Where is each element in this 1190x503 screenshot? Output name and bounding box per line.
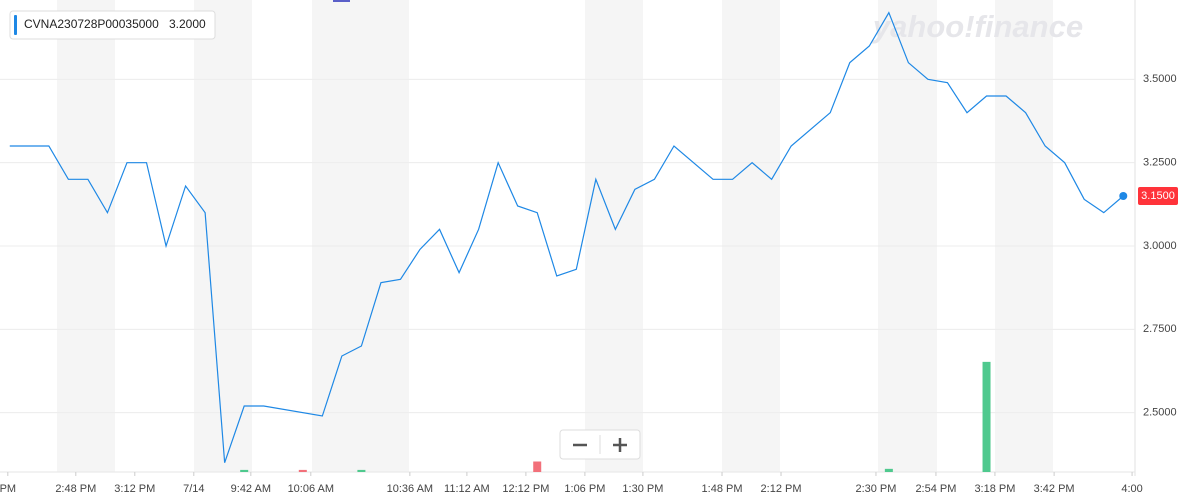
session-band [194, 0, 252, 472]
session-band [312, 0, 409, 472]
x-tick-label: 1:30 PM [622, 483, 663, 495]
y-tick-label: 3.5000 [1143, 73, 1177, 85]
price-line [9, 11, 1124, 463]
x-tick-label: 10:06 AM [288, 483, 334, 495]
legend-box [9, 10, 216, 40]
volume-bar [357, 469, 366, 472]
last-price-label: 3.1500 [1141, 190, 1175, 202]
top-marker [333, 0, 350, 2]
x-tick-label: PM [0, 483, 16, 495]
x-tick-label: 10:36 AM [387, 483, 433, 495]
x-tick-label: 1:48 PM [702, 483, 743, 495]
y-tick-label: 2.5000 [1143, 407, 1177, 419]
watermark: yahoo!finance [871, 9, 1083, 44]
volume-bar [982, 361, 991, 472]
legend-value: 3.2000 [169, 17, 206, 31]
x-tick-label: 2:48 PM [55, 483, 96, 495]
zoom-in[interactable] [613, 438, 627, 452]
x-tick-label: 7/14 [183, 483, 204, 495]
legend-name: CVNA230728P00035000 [24, 17, 159, 31]
volume-bar [533, 461, 542, 472]
volume-bar [884, 468, 893, 472]
x-tick-label: 4:00 [1121, 483, 1142, 495]
y-tick-label: 3.0000 [1143, 240, 1177, 252]
volume-bar [298, 469, 307, 472]
session-band [57, 0, 115, 472]
session-band [722, 0, 780, 472]
last-price-tag [1138, 187, 1178, 205]
x-tick-label: 3:12 PM [114, 483, 155, 495]
y-tick-label: 2.7500 [1143, 323, 1177, 335]
session-band [585, 0, 643, 472]
session-bands [57, 0, 1053, 472]
x-tick-label: 3:18 PM [974, 483, 1015, 495]
x-tick-label: 2:54 PM [915, 483, 956, 495]
session-band [995, 0, 1053, 472]
legend-swatch [14, 15, 17, 35]
x-tick-label: 11:12 AM [444, 483, 490, 495]
x-tick-label: 2:12 PM [761, 483, 802, 495]
session-band [878, 0, 937, 472]
x-tick-label: 2:30 PM [855, 483, 896, 495]
x-tick-label: 9:42 AM [231, 483, 271, 495]
x-tick-label: 1:06 PM [564, 483, 605, 495]
volume-bar [240, 469, 249, 472]
y-tick-label: 3.2500 [1143, 157, 1177, 169]
x-tick-label: 12:12 PM [502, 483, 549, 495]
last-point [1119, 192, 1128, 200]
x-tick-label: 3:42 PM [1034, 483, 1075, 495]
